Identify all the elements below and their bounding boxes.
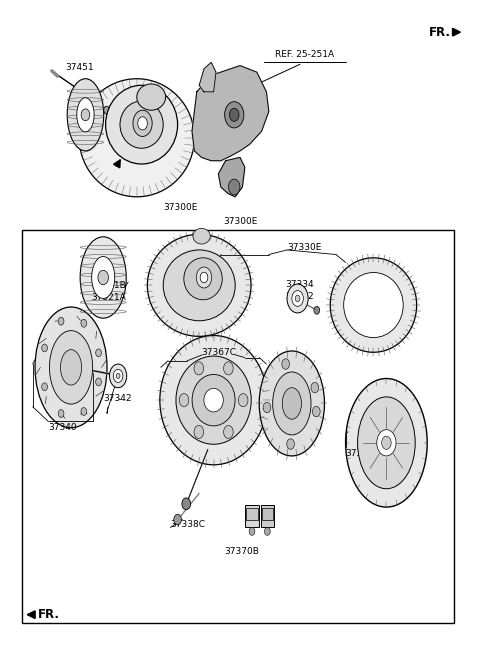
Circle shape [263,402,271,413]
Circle shape [264,527,270,535]
Circle shape [138,117,147,130]
Circle shape [96,349,101,357]
Text: 37338C: 37338C [170,520,205,529]
Ellipse shape [259,351,324,456]
Polygon shape [218,157,245,197]
Text: 37342: 37342 [103,394,132,403]
Ellipse shape [192,375,235,426]
Circle shape [224,362,233,375]
Ellipse shape [106,85,178,164]
Text: 37340: 37340 [48,423,77,432]
Ellipse shape [193,228,210,244]
Circle shape [81,407,87,415]
Ellipse shape [204,388,223,412]
Text: 37332: 37332 [286,292,314,301]
Circle shape [174,514,181,525]
Ellipse shape [184,258,222,300]
Ellipse shape [60,350,82,385]
Bar [246,508,258,520]
Text: 37321B: 37321B [91,281,126,290]
Ellipse shape [160,335,267,465]
Circle shape [96,378,101,386]
Circle shape [311,382,319,393]
Bar [262,508,273,520]
Circle shape [194,425,204,438]
Ellipse shape [273,372,311,435]
Ellipse shape [346,379,427,507]
Circle shape [58,318,64,325]
Text: 37330E: 37330E [287,243,322,253]
Circle shape [377,430,396,456]
Circle shape [382,436,391,449]
Circle shape [81,319,87,327]
Ellipse shape [344,272,403,338]
Text: FR.: FR. [37,608,60,621]
Text: 37300E: 37300E [223,216,257,226]
Circle shape [287,439,294,449]
Circle shape [224,425,233,438]
Circle shape [200,272,208,283]
Ellipse shape [79,79,194,197]
Text: 37321A: 37321A [91,293,126,302]
Circle shape [113,369,123,382]
Circle shape [179,394,189,407]
Text: 37451: 37451 [65,63,94,72]
Polygon shape [192,66,269,161]
Ellipse shape [35,307,107,428]
Ellipse shape [49,331,93,404]
Text: 37390B: 37390B [346,449,381,459]
Circle shape [133,110,152,136]
Text: REF. 25-251A: REF. 25-251A [275,50,335,59]
Circle shape [42,344,48,352]
Circle shape [81,109,90,121]
Circle shape [228,179,240,195]
Circle shape [58,409,64,417]
Circle shape [98,270,108,285]
Circle shape [42,383,48,391]
Text: 37370B: 37370B [225,546,260,556]
Ellipse shape [282,388,301,419]
Text: 37300E: 37300E [163,203,197,213]
Circle shape [194,362,204,375]
Bar [261,505,274,527]
Circle shape [312,406,320,417]
Circle shape [314,306,320,314]
Ellipse shape [80,237,126,318]
Ellipse shape [147,234,251,337]
Circle shape [249,527,255,535]
Ellipse shape [176,356,251,444]
Circle shape [239,394,248,407]
Circle shape [292,291,303,306]
Circle shape [196,267,212,288]
Circle shape [287,284,308,313]
Circle shape [104,106,109,114]
Text: 37367C: 37367C [202,348,237,358]
Circle shape [282,359,289,369]
Circle shape [229,108,239,121]
Circle shape [182,498,191,510]
Bar [22,230,454,623]
Ellipse shape [77,98,94,132]
Ellipse shape [358,397,415,489]
Text: 37334: 37334 [286,280,314,289]
Circle shape [225,102,244,128]
Ellipse shape [120,101,163,148]
Circle shape [116,373,120,379]
Text: FR.: FR. [429,26,451,39]
Polygon shape [199,62,216,92]
Ellipse shape [163,250,235,321]
Ellipse shape [67,79,104,151]
Ellipse shape [137,84,166,110]
Ellipse shape [330,258,417,352]
Circle shape [109,364,127,388]
Circle shape [295,295,300,302]
Bar [245,505,259,527]
Ellipse shape [92,256,115,298]
